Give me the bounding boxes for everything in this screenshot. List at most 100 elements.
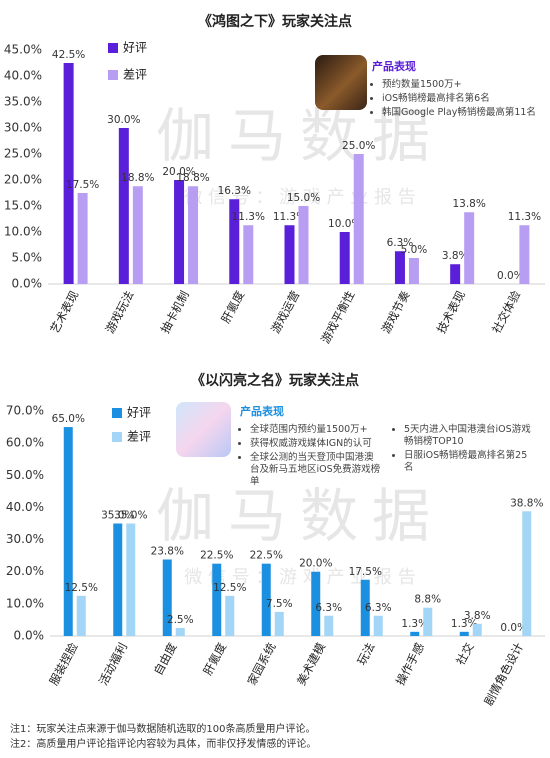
y-tick-label: 35.0% (4, 95, 42, 109)
bar (311, 571, 321, 636)
y-tick-label: 20.0% (6, 564, 44, 578)
y-tick-label: 20.0% (4, 173, 42, 187)
value-label: 17.5% (349, 566, 382, 578)
value-label: 30.0% (107, 114, 140, 126)
value-label: 11.3% (508, 211, 541, 223)
chart-title: 《以闪亮之名》玩家关注点 (191, 372, 359, 389)
bar (408, 258, 419, 284)
legend-swatch (108, 70, 118, 80)
x-tick-label: 社交体验 (489, 288, 523, 336)
value-label: 11.3% (273, 211, 306, 223)
bar (472, 623, 482, 636)
value-label: 13.8% (452, 198, 485, 210)
value-label: 12.5% (65, 582, 98, 594)
value-label: 38.8% (510, 497, 543, 509)
bar (225, 595, 235, 636)
y-tick-label: 40.0% (6, 500, 44, 514)
x-tick-label: 游戏平衡性 (318, 288, 357, 345)
legend-label: 好评 (123, 41, 147, 55)
bar (450, 264, 461, 284)
bar (519, 225, 530, 284)
x-tick-label: 玩法 (354, 640, 377, 667)
value-label: 42.5% (52, 49, 85, 61)
chart-title: 《鸿图之下》玩家关注点 (198, 13, 352, 30)
bar (459, 631, 469, 636)
note: 注2：高质量用户评论指评论内容较为具体，而非仅抒发情感的评论。 (10, 739, 317, 750)
y-tick-label: 0.0% (12, 277, 43, 291)
x-tick-label: 抽卡机制 (158, 288, 192, 335)
x-tick-label: 剧情角色设计 (481, 640, 526, 708)
value-label: 1.3% (401, 618, 428, 630)
bar (63, 63, 74, 284)
x-tick-label: 游戏节奏 (379, 288, 413, 336)
value-label: 1.3% (451, 618, 478, 630)
value-label: 35.0% (114, 510, 147, 522)
watermark: 伽马数据 (156, 102, 444, 170)
info-column: 全球范围内预约量1500万+ 获得权威游戏媒体IGN的认可全球公测的当天登顶中国港… (240, 424, 382, 490)
bar (423, 607, 433, 636)
y-tick-label: 60.0% (6, 436, 44, 450)
bar (274, 611, 284, 636)
value-label: 17.5% (66, 179, 99, 191)
value-label: 16.3% (218, 185, 251, 197)
y-tick-label: 45.0% (4, 43, 42, 57)
legend-swatch (108, 43, 118, 53)
value-label: 6.3% (315, 602, 342, 614)
x-tick-label: 社交 (453, 640, 476, 667)
bar (76, 595, 86, 636)
value-label: 2.5% (167, 614, 194, 626)
bar (298, 206, 309, 284)
x-tick-label: 游戏玩法 (103, 288, 137, 335)
info-title: 产品表现 (372, 60, 416, 73)
bar (339, 232, 350, 284)
info-list: 5天内进入中国港澳台iOS游戏畅销榜TOP10日服iOS畅销榜最高排名第25名 (394, 424, 534, 474)
bar (373, 615, 383, 636)
bar (324, 615, 334, 636)
bar (118, 128, 129, 284)
bar (284, 225, 295, 284)
bar (63, 427, 73, 636)
legend-swatch (112, 408, 122, 418)
x-tick-label: 美术建模 (294, 640, 328, 688)
value-label: 3.8% (442, 250, 469, 262)
info-box: 产品表现预约数量1500万+ iOS畅销榜最高排名第6名韩国Google Play… (372, 61, 545, 141)
x-tick-label: 服装捏脸 (47, 640, 81, 688)
y-tick-label: 40.0% (4, 69, 42, 83)
info-title: 产品表现 (240, 405, 284, 418)
info-list: 全球范围内预约量1500万+ 获得权威游戏媒体IGN的认可全球公测的当天登顶中国港… (240, 424, 382, 488)
value-label: 18.8% (176, 172, 209, 184)
x-tick-label: 艺术表现 (47, 288, 81, 335)
x-tick-label: 操作手感 (393, 640, 427, 687)
info-column: 5天内进入中国港澳台iOS游戏畅销榜TOP10日服iOS畅销榜最高排名第25名 (394, 424, 534, 476)
info-item: 预约数量1500万+ (382, 79, 542, 91)
bar (464, 212, 475, 284)
value-label: 0.0% (497, 270, 524, 282)
value-label: 3.8% (464, 610, 491, 622)
value-label: 65.0% (52, 413, 85, 425)
bar (188, 186, 199, 284)
bar (132, 186, 143, 284)
bar (212, 563, 222, 636)
value-label: 6.3% (365, 602, 392, 614)
info-item: 5天内进入中国港澳台iOS游戏畅销榜TOP10 (404, 424, 534, 448)
y-tick-label: 25.0% (4, 147, 42, 161)
info-list: 预约数量1500万+ iOS畅销榜最高排名第6名韩国Google Play畅销榜最… (372, 79, 542, 119)
bar (410, 631, 420, 636)
value-label: 20.0% (299, 558, 332, 570)
x-tick-label: 技术表现 (434, 288, 468, 335)
bar (113, 523, 123, 636)
bar (353, 154, 364, 284)
info-box: 产品表现全球范围内预约量1500万+ 获得权威游戏媒体IGN的认可全球公测的当天登… (240, 406, 541, 511)
bar (394, 251, 405, 284)
legend-label: 差评 (123, 68, 147, 82)
bar (243, 225, 254, 284)
value-label: 10.0% (328, 218, 361, 230)
info-column: 预约数量1500万+ iOS畅销榜最高排名第6名韩国Google Play畅销榜最… (372, 79, 542, 121)
value-label: 15.0% (287, 192, 320, 204)
y-tick-label: 70.0% (6, 404, 44, 418)
value-label: 6.3% (387, 237, 414, 249)
value-label: 0.0% (500, 622, 527, 634)
value-label: 18.8% (121, 172, 154, 184)
